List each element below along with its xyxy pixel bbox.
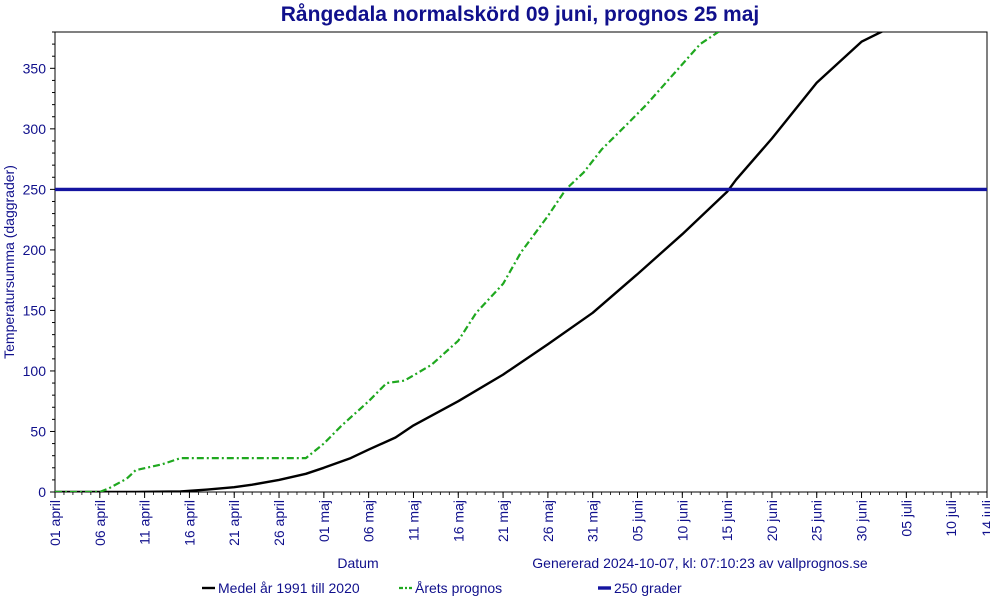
x-tick-label: 11 maj [405, 500, 421, 541]
x-tick-label: 15 juni [719, 500, 735, 541]
y-axis: 0 50 100 150 200 250 300 350 [23, 31, 55, 500]
x-tick-label: 05 juni [630, 500, 646, 541]
x-tick-label: 01 maj [316, 500, 332, 542]
series-layer [55, 32, 987, 492]
x-tick-label: 26 april [271, 500, 287, 546]
x-tick-label: 25 juni [809, 500, 825, 541]
y-tick-label: 250 [23, 181, 47, 197]
x-tick-label: 16 april [181, 500, 197, 546]
y-tick-label: 300 [23, 121, 47, 137]
x-tick-label: 11 april [137, 500, 153, 545]
x-tick-label: 21 april [226, 500, 242, 546]
x-tick-label: 06 april [92, 500, 108, 546]
x-tick-label: 10 juni [674, 500, 690, 541]
x-tick-label: 20 juni [764, 500, 780, 541]
chart-title: Rångedala normalskörd 09 juni, prognos 2… [281, 3, 759, 26]
plot-border [54, 31, 988, 493]
x-tick-label: 26 maj [540, 500, 556, 542]
x-tick-label: 01 april [47, 500, 63, 546]
x-tick-label: 31 maj [585, 500, 601, 542]
y-axis-label: Temperatursumma (daggrader) [1, 165, 17, 359]
legend-label-2: Årets prognos [415, 580, 502, 596]
series-line-1 [55, 32, 884, 492]
y-tick-label: 100 [23, 363, 47, 379]
plot-area [54, 31, 988, 493]
generated-note: Genererad 2024-10-07, kl: 07:10:23 av va… [532, 555, 868, 571]
x-axis: 01 april 06 april 11 april 16 april 21 april… [47, 492, 990, 546]
x-tick-label: 21 maj [495, 500, 511, 542]
x-tick-label: 30 juni [854, 500, 870, 541]
x-axis-label: Datum [337, 555, 378, 571]
x-tick-label: 10 juli [943, 500, 959, 537]
legend-label-1: Medel år 1991 till 2020 [218, 580, 360, 596]
y-tick-label: 0 [38, 484, 46, 500]
x-tick-label: 14 juli [979, 500, 990, 537]
y-tick-label: 200 [23, 242, 47, 258]
legend: Medel år 1991 till 2020 Årets prognos 250 … [202, 580, 682, 596]
x-tick-label: 06 maj [361, 500, 377, 542]
y-tick-label: 50 [30, 423, 46, 439]
legend-label-3: 250 grader [614, 580, 682, 596]
y-tick-label: 350 [23, 60, 47, 76]
x-tick-label: 16 maj [450, 500, 466, 542]
y-tick-label: 150 [23, 302, 47, 318]
x-tick-label: 05 juli [898, 500, 914, 537]
